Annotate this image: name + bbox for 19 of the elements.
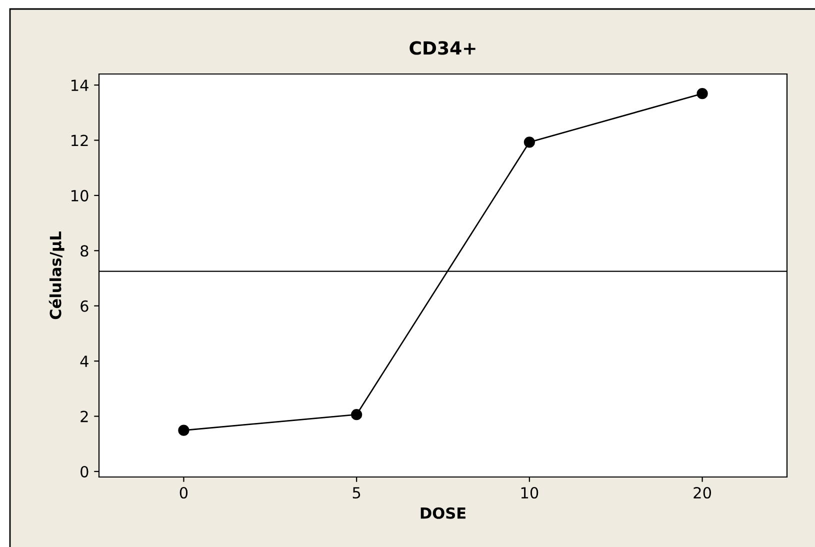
x-axis-title: DOSE xyxy=(420,507,466,519)
point xyxy=(696,88,708,100)
chart-title: CD34+ xyxy=(410,41,476,55)
x-tick-label: 5 xyxy=(352,487,360,499)
point xyxy=(178,424,190,436)
y-tick-label: 10 xyxy=(72,190,88,202)
y-tick-label: 14 xyxy=(72,80,88,91)
point xyxy=(524,136,535,148)
y-tick-label: 8 xyxy=(80,245,88,257)
y-axis-title: Células/µL xyxy=(48,231,64,320)
x-tick-label: 0 xyxy=(180,486,188,499)
y-tick-label: 12 xyxy=(72,134,88,146)
y-tick-label: 0 xyxy=(80,466,88,478)
y-tick-label: 4 xyxy=(80,356,88,367)
y-tick-label: 6 xyxy=(80,300,88,312)
x-tick-label: 10 xyxy=(521,486,538,499)
point xyxy=(351,409,362,420)
y-tick-label: 2 xyxy=(80,410,88,422)
x-tick-label: 20 xyxy=(694,486,711,499)
